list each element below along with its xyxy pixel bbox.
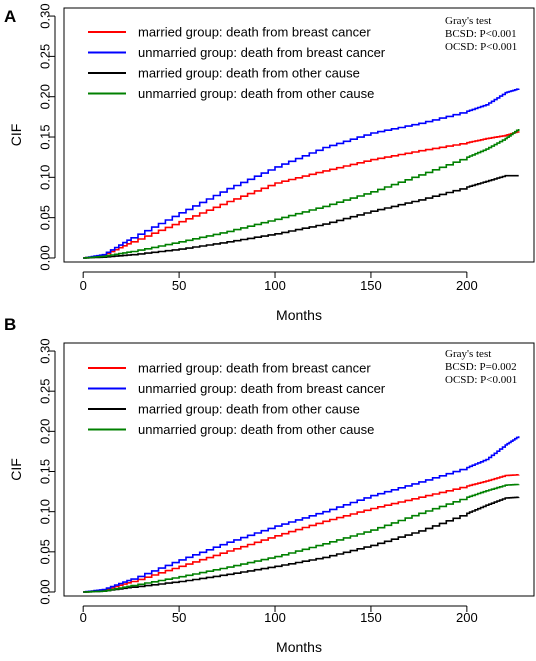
series-line-2 (83, 436, 520, 593)
series-line-4 (83, 129, 520, 259)
y-tick-label: 0.10 (38, 499, 53, 524)
legend-entry: unmarried group: death from breast cance… (138, 381, 386, 396)
panel-label: A (4, 7, 16, 26)
y-tick-label: 0.20 (38, 84, 53, 109)
x-tick-label: 100 (264, 278, 286, 293)
series-line-1 (83, 131, 520, 259)
panel-label: B (4, 315, 16, 334)
y-tick-label: 0.10 (38, 165, 53, 190)
x-tick-label: 100 (264, 610, 286, 625)
plot-frame (63, 7, 535, 263)
annotation-text: OCSD: P<0.001 (445, 41, 517, 53)
y-axis-label: CIF (8, 458, 24, 481)
x-tick-label: 150 (360, 278, 382, 293)
y-tick-label: 0.05 (38, 539, 53, 564)
chart-panel-B: B 0 50 100 150 200 0.00 0.05 0.10 0.15 0.20 0.25 0.3… (4, 315, 535, 655)
chart-panel-A: A 0 50 100 150 200 0.00 0.05 0.10 0.15 0.20 0.25 0.3… (4, 3, 535, 323)
y-axis-label: CIF (8, 124, 24, 147)
annotation-text: BCSD: P=0.002 (445, 361, 517, 373)
annotation-text: Gray's test (445, 15, 491, 27)
y-tick-label: 0.25 (38, 379, 53, 404)
y-tick-label: 0.15 (38, 459, 53, 484)
legend-entry: unmarried group: death from other cause (138, 422, 374, 437)
series-line-2 (83, 88, 520, 259)
y-tick-label: 0.05 (38, 205, 53, 230)
y-tick-label: 0.30 (38, 3, 53, 28)
legend-entry: unmarried group: death from breast cance… (138, 45, 386, 60)
legend-entry: unmarried group: death from other cause (138, 86, 374, 101)
y-tick-label: 0.20 (38, 419, 53, 444)
plot-frame (63, 342, 535, 597)
x-tick-label: 50 (172, 278, 186, 293)
y-tick-label: 0.25 (38, 44, 53, 69)
y-tick-label: 0.15 (38, 124, 53, 149)
y-tick-label: 0.00 (38, 579, 53, 604)
y-tick-label: 0.00 (38, 245, 53, 270)
legend-entry: married group: death from breast cancer (138, 25, 371, 40)
x-tick-label: 0 (80, 278, 87, 293)
x-tick-label: 200 (456, 610, 478, 625)
x-axis-label: Months (276, 639, 322, 655)
x-tick-label: 150 (360, 610, 382, 625)
x-tick-label: 0 (80, 610, 87, 625)
annotation-text: Gray's test (445, 348, 491, 360)
series-line-1 (83, 474, 520, 593)
annotation-text: BCSD: P<0.001 (445, 28, 517, 40)
legend-entry: married group: death from other cause (138, 402, 360, 417)
legend-entry: married group: death from breast cancer (138, 361, 371, 376)
legend-entry: married group: death from other cause (138, 66, 360, 81)
x-axis-label: Months (276, 307, 322, 323)
series-line-4 (83, 483, 520, 593)
x-tick-label: 200 (456, 278, 478, 293)
x-tick-label: 50 (172, 610, 186, 625)
y-tick-label: 0.30 (38, 338, 53, 363)
series-line-3 (83, 174, 519, 259)
annotation-text: OCSD: P<0.001 (445, 374, 517, 386)
